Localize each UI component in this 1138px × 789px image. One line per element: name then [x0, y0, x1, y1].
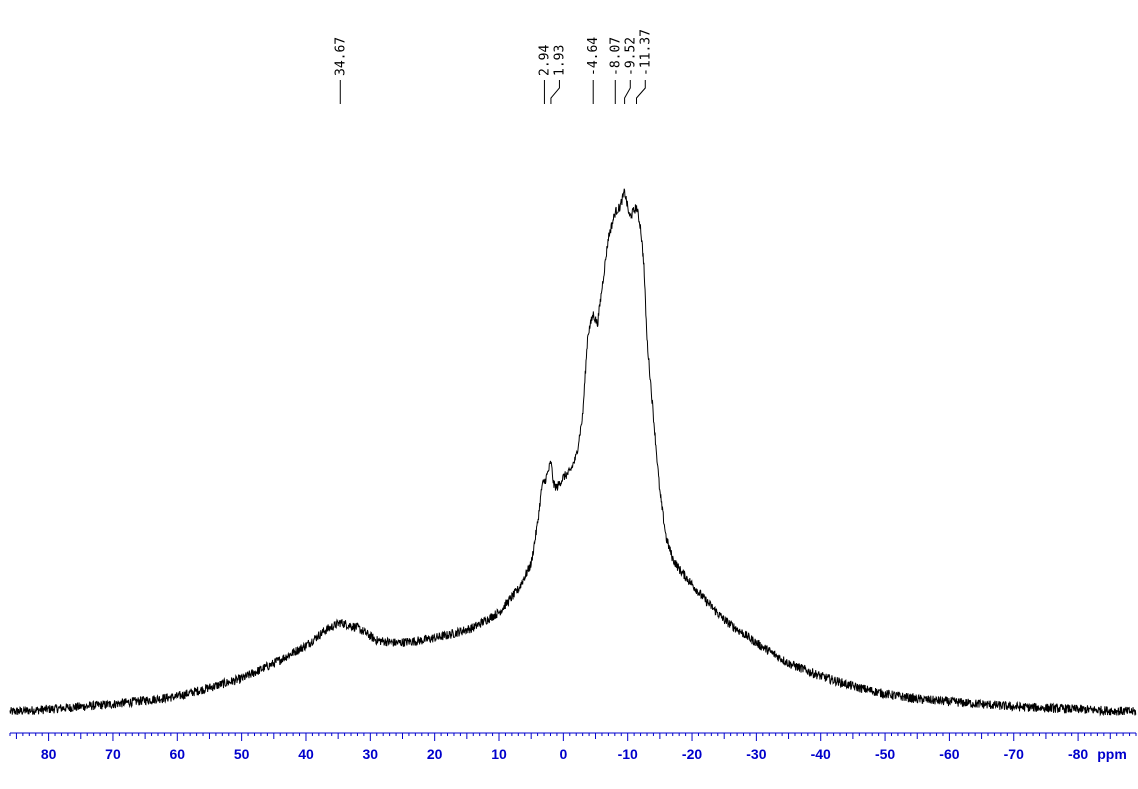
peak-label: 1.93: [552, 45, 567, 76]
tick-label: -70: [1004, 746, 1024, 762]
spectrum-trace-group: [9, 188, 1137, 717]
tick-label: 10: [491, 746, 507, 762]
tick-label: -50: [875, 746, 895, 762]
peak-label: -9.52: [623, 37, 638, 76]
tick-label: 40: [298, 746, 314, 762]
tick-label: 30: [363, 746, 379, 762]
peak-label: -11.37: [638, 29, 653, 76]
x-axis-tick-labels: 80 70 60 50 40 30 20 10 0 -10 -20 -30 -40 -50 -60 -70 -8…: [41, 746, 1089, 762]
tick-label: 0: [559, 746, 567, 762]
tick-label: -40: [811, 746, 831, 762]
tick-label: -10: [618, 746, 638, 762]
peak-leader-line: [624, 80, 631, 104]
spectrum-trace: [9, 188, 1137, 717]
x-axis-major-ticks: [48, 733, 1079, 741]
tick-label: -30: [746, 746, 766, 762]
tick-label: -20: [682, 746, 702, 762]
tick-label: 50: [234, 746, 250, 762]
tick-label: 80: [41, 746, 57, 762]
x-axis-unit-label: ppm: [1097, 746, 1127, 762]
tick-label: 70: [105, 746, 121, 762]
peak-leader-line: [636, 80, 646, 104]
peak-label: 34.67: [333, 37, 348, 76]
x-axis-minor-ticks: [9, 733, 1137, 739]
x-axis: 80 70 60 50 40 30 20 10 0 -10 -20 -30 -40 -50 -60 -70 -8…: [9, 732, 1137, 762]
tick-label: 20: [427, 746, 443, 762]
peak-leader-line: [550, 80, 560, 104]
tick-label: -80: [1068, 746, 1088, 762]
peak-label: -4.64: [586, 37, 601, 76]
peak-label: -8.07: [608, 37, 623, 76]
peak-label-group: 34.67 2.94 1.93 -4.64 -8.07 -9.52 -11.37: [333, 29, 653, 104]
tick-label: -60: [939, 746, 959, 762]
tick-label: 60: [170, 746, 186, 762]
peak-label: 2.94: [537, 45, 552, 76]
